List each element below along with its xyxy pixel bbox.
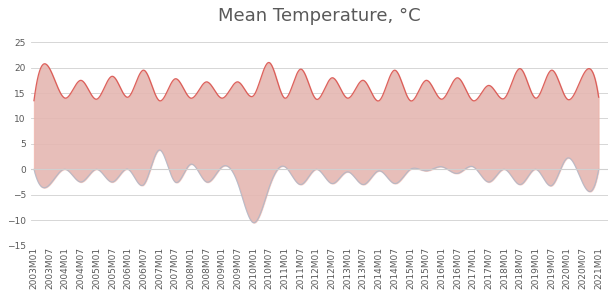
Title: Mean Temperature, °C: Mean Temperature, °C — [218, 7, 421, 25]
